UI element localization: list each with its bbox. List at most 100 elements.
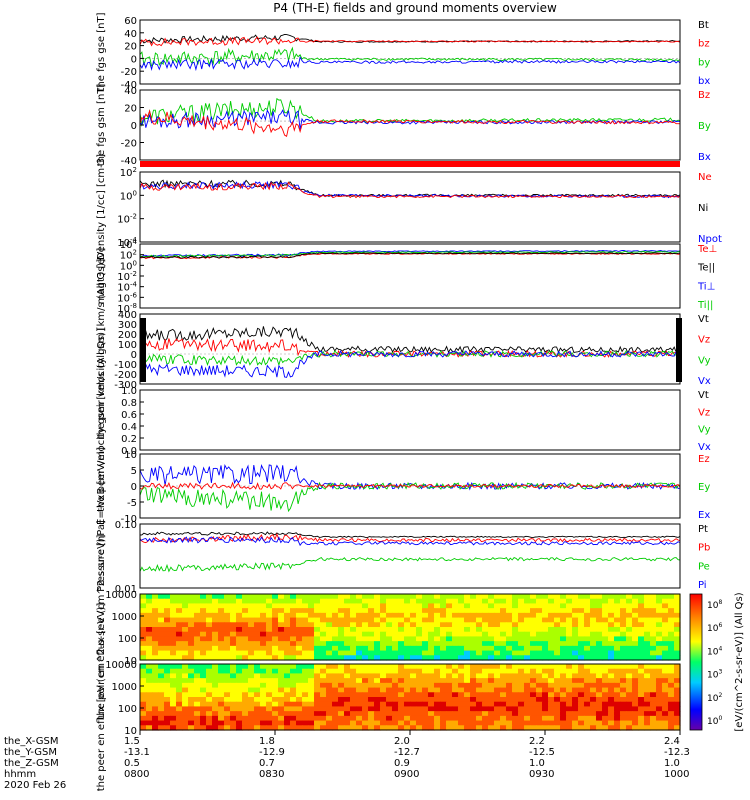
- heatmap-cell: [344, 598, 351, 605]
- heatmap-cell: [398, 622, 405, 628]
- heatmap-cell: [500, 711, 507, 717]
- heatmap-cell: [410, 678, 417, 684]
- heatmap-cell: [206, 673, 213, 679]
- heatmap-cell: [638, 650, 645, 656]
- heatmap-cell: [326, 617, 333, 623]
- heatmap-cell: [674, 715, 681, 722]
- heatmap-cell: [578, 682, 585, 689]
- heatmap-cell: [518, 668, 525, 675]
- heatmap-cell: [170, 687, 177, 693]
- heatmap-cell: [590, 645, 597, 652]
- heatmap-cell: [584, 668, 591, 675]
- heatmap-cell: [584, 706, 591, 712]
- heatmap-cell: [290, 668, 297, 675]
- heatmap-cell: [284, 697, 291, 703]
- heatmap-cell: [332, 627, 339, 633]
- heatmap-cell: [488, 682, 495, 689]
- heatmap-cell: [506, 627, 513, 633]
- heatmap-cell: [362, 692, 369, 698]
- heatmap-cell: [560, 697, 567, 703]
- heatmap-cell: [248, 682, 255, 689]
- heatmap-cell: [434, 720, 441, 726]
- heatmap-cell: [386, 655, 393, 661]
- heatmap-cell: [290, 682, 297, 689]
- heatmap-cell: [350, 645, 357, 652]
- heatmap-cell: [200, 715, 207, 722]
- heatmap-cell: [308, 697, 315, 703]
- heatmap-cell: [440, 711, 447, 717]
- heatmap-cell: [206, 692, 213, 698]
- heatmap-cell: [320, 706, 327, 712]
- heatmap-cell: [560, 715, 567, 722]
- heatmap-cell: [236, 697, 243, 703]
- heatmap-cell: [320, 701, 327, 708]
- heatmap-cell: [668, 725, 675, 731]
- heatmap-cell: [368, 678, 375, 684]
- heatmap-cell: [488, 645, 495, 652]
- heatmap-cell: [170, 664, 177, 670]
- heatmap-cell: [248, 697, 255, 703]
- heatmap-cell: [230, 645, 237, 652]
- heatmap-cell: [206, 655, 213, 661]
- heatmap-cell: [140, 715, 147, 722]
- heatmap-cell: [668, 608, 675, 614]
- heatmap-cell: [590, 631, 597, 638]
- heatmap-cell: [578, 627, 585, 633]
- heatmap-cell: [326, 645, 333, 652]
- heatmap-cell: [206, 701, 213, 708]
- heatmap-cell: [266, 692, 273, 698]
- heatmap-cell: [446, 617, 453, 623]
- heatmap-cell: [320, 612, 327, 619]
- heatmap-cell: [314, 673, 321, 679]
- heatmap-cell: [518, 622, 525, 628]
- heatmap-cell: [596, 641, 603, 647]
- heatmap-cell: [404, 641, 411, 647]
- heatmap-cell: [368, 725, 375, 731]
- heatmap-cell: [662, 687, 669, 693]
- heatmap-cell: [632, 612, 639, 619]
- y-tick-label: 40: [124, 86, 137, 97]
- heatmap-cell: [290, 701, 297, 708]
- heatmap-cell: [602, 627, 609, 633]
- heatmap-cell: [308, 627, 315, 633]
- heatmap-cell: [494, 641, 501, 647]
- heatmap-cell: [494, 706, 501, 712]
- heatmap-cell: [464, 697, 471, 703]
- heatmap-cell: [500, 650, 507, 656]
- heatmap-cell: [512, 608, 519, 614]
- heatmap-cell: [470, 603, 477, 609]
- heatmap-cell: [482, 715, 489, 722]
- heatmap-cell: [266, 715, 273, 722]
- heatmap-cell: [266, 598, 273, 605]
- heatmap-cell: [584, 720, 591, 726]
- y-tick-label: 10: [124, 450, 137, 461]
- heatmap-cell: [188, 608, 195, 614]
- heatmap-cell: [164, 725, 171, 731]
- heatmap-cell: [320, 673, 327, 679]
- heatmap-cell: [308, 641, 315, 647]
- heatmap-cell: [452, 711, 459, 717]
- heatmap-cell: [470, 608, 477, 614]
- heatmap-cell: [140, 603, 147, 609]
- heatmap-cell: [182, 655, 189, 661]
- heatmap-cell: [182, 673, 189, 679]
- heatmap-cell: [494, 664, 501, 670]
- heatmap-cell: [578, 598, 585, 605]
- time-tick-label: 0830: [259, 769, 284, 780]
- heatmap-cell: [524, 706, 531, 712]
- heatmap-cell: [512, 715, 519, 722]
- time-row-label: the_Y-GSM: [4, 747, 57, 758]
- heatmap-cell: [542, 711, 549, 717]
- heatmap-cell: [332, 673, 339, 679]
- heatmap-cell: [410, 701, 417, 708]
- heatmap-cell: [236, 645, 243, 652]
- heatmap-cell: [392, 594, 399, 600]
- heatmap-cell: [614, 673, 621, 679]
- heatmap-cell: [182, 678, 189, 684]
- heatmap-cell: [242, 641, 249, 647]
- heatmap-cell: [446, 706, 453, 712]
- heatmap-cell: [500, 692, 507, 698]
- heatmap-cell: [596, 720, 603, 726]
- heatmap-cell: [182, 622, 189, 628]
- heatmap-cell: [662, 664, 669, 670]
